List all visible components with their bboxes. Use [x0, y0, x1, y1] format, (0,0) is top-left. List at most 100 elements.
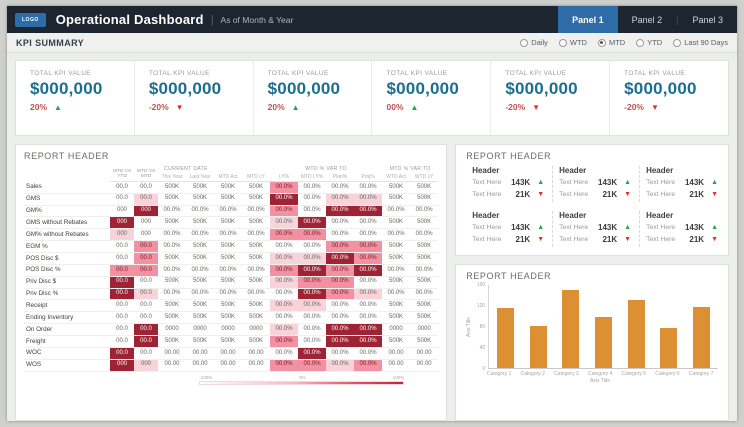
- kpi-change-pct: 00%: [386, 102, 404, 112]
- heatmap-legend-labels: -100% 0% 100%: [199, 375, 404, 380]
- bar-category-7: [693, 307, 711, 368]
- table-cell: 00.0%: [242, 264, 271, 277]
- table-cell: 500K: [410, 252, 439, 265]
- kpi-tile-change: -20% ▼: [149, 102, 239, 112]
- sub-column-header: MTD LY%: [298, 172, 327, 183]
- table-cell: 00.0: [134, 252, 159, 265]
- table-cell: 00.0%: [410, 264, 439, 277]
- filter-label: Last 90 Days: [684, 38, 728, 47]
- table-cell: 00.0: [110, 240, 135, 254]
- table-cell: 00.0%: [270, 288, 299, 301]
- table-cell: 00.0%: [354, 288, 383, 301]
- table-cell: 00.0%: [270, 264, 299, 277]
- table-cell: 00.0%: [354, 359, 383, 372]
- kpi-tile-3: TOTAL KPI VALUE $000,000 20% ▲: [254, 61, 373, 135]
- trend-down-icon: ▼: [537, 236, 545, 243]
- kpi-tile-label: TOTAL KPI VALUE: [624, 70, 686, 77]
- kpi-block-3: Header Text Here 143K ▲ Text Here 21K ▼: [639, 166, 718, 202]
- kpi-tile-2: TOTAL KPI VALUE $000,000 -20% ▼: [135, 61, 254, 135]
- table-cell: 00.0%: [298, 181, 327, 194]
- kpi-block-6: Header Text Here 143K ▲ Text Here 21K ▼: [639, 211, 718, 247]
- trend-up-icon: ▲: [54, 102, 62, 112]
- table-cell: 00.0%: [298, 205, 327, 218]
- trend-up-icon: ▲: [291, 102, 300, 112]
- trend-up-icon: ▲: [711, 224, 718, 231]
- table-cell: 00.0%: [326, 276, 355, 289]
- filter-mtd[interactable]: MTD: [597, 38, 625, 47]
- table-cell: 00.0: [110, 252, 135, 265]
- trend-down-icon: ▼: [624, 191, 632, 198]
- table-cell: 500K: [242, 335, 271, 348]
- table-cell: 500K: [382, 311, 411, 325]
- filter-wtd[interactable]: WTD: [558, 38, 587, 47]
- row-label: Ending Inventory: [24, 311, 111, 325]
- filter-ytd[interactable]: YTD: [636, 38, 662, 47]
- table-cell: 500K: [186, 311, 215, 325]
- table-cell: 0000: [158, 323, 187, 337]
- radio-icon[interactable]: [636, 38, 645, 47]
- kpi-tile-1: TOTAL KPI VALUE $000,000 20% ▲: [16, 61, 135, 135]
- table-cell: 00.0: [110, 299, 135, 313]
- table-cell: 500K: [410, 335, 439, 348]
- sub-column-header: LY%: [270, 172, 299, 183]
- table-cell: 00.0%: [298, 335, 327, 348]
- table-cell: 00.0%: [354, 205, 383, 218]
- trend-down-icon: ▼: [175, 102, 184, 112]
- right-column: REPORT HEADER Header Text Here 143K ▲ Text H…: [455, 144, 729, 421]
- table-cell: 00.0: [134, 288, 159, 301]
- table-cell: 500K: [382, 193, 411, 206]
- row-label: POS Disc %: [24, 264, 111, 277]
- kpi-change-pct: -20%: [148, 102, 169, 112]
- radio-icon[interactable]: [673, 38, 682, 47]
- tab-panel-3[interactable]: Panel 3: [692, 14, 723, 25]
- filter-last-90-days[interactable]: Last 90 Days: [673, 38, 728, 47]
- metric-label: Text Here: [472, 224, 502, 231]
- sub-column-header: Plan%: [326, 172, 355, 183]
- topbar: LOGO Operational Dashboard | As of Month…: [7, 6, 737, 33]
- table-body: Sales 00.0 00.0 500K 500K 500K 500K 00.0% 00.0% 0…: [24, 181, 439, 372]
- table-cell: 00.0%: [354, 252, 383, 265]
- tab-panel-1[interactable]: Panel 1: [558, 6, 618, 33]
- table-row: POS Disc $00.0 00.0 500K 500K 500K 500K 00.0% 0…: [24, 252, 439, 265]
- table-cell: 00.00: [214, 347, 243, 360]
- table-cell: 00.0%: [158, 228, 187, 242]
- table-cell: 500K: [214, 335, 243, 348]
- row-label: Receipt: [24, 299, 111, 313]
- table-cell: 00.0%: [326, 205, 355, 218]
- table-cell: 00.0%: [298, 228, 327, 242]
- radio-icon[interactable]: [520, 38, 529, 47]
- y-tick-label: 80: [479, 324, 486, 330]
- table-cell: 500K: [410, 193, 439, 206]
- table-row: Priv Disc % 00.0 00.0 00.0% 00.0% 00.0% 00.0% 0…: [24, 288, 439, 301]
- app-title: Operational Dashboard: [55, 12, 204, 27]
- trend-down-icon: ▼: [532, 102, 541, 112]
- table-cell: 00.0%: [326, 252, 355, 265]
- kpi-metric-row: Text Here 21K ▼: [646, 235, 718, 244]
- table-row: WOC 00.0 00.0 00.00 00.00 00.00 00.00 00.0% 00.0…: [24, 347, 439, 360]
- x-tick-label: Category 6: [655, 371, 680, 377]
- kpi-tile-6: TOTAL KPI VALUE $000,000 -20% ▼: [610, 61, 728, 135]
- radio-icon[interactable]: [558, 38, 567, 47]
- bar-category-1: [497, 307, 515, 368]
- metric-label: Text Here: [559, 236, 589, 243]
- table-cell: 00.0%: [158, 240, 187, 254]
- metric-label: Text Here: [646, 191, 676, 198]
- table-cell: 00.0%: [354, 181, 383, 194]
- table-cell: 00.0%: [186, 205, 215, 218]
- table-cell: 00.00: [410, 347, 439, 360]
- table-cell: 500K: [186, 240, 215, 254]
- radio-icon[interactable]: [597, 38, 606, 47]
- filter-daily[interactable]: Daily: [520, 38, 548, 47]
- table-cell: 00.0%: [298, 323, 327, 337]
- table-cell: 500K: [242, 181, 271, 194]
- trend-up-icon: ▲: [537, 179, 545, 186]
- row-label: Freight: [24, 335, 111, 348]
- table-cell: 00.0: [110, 181, 135, 194]
- table-cell: 500K: [382, 181, 411, 194]
- tab-panel-2[interactable]: Panel 2: [631, 14, 663, 25]
- y-tick-label: 160: [476, 282, 486, 288]
- table-cell: 500K: [158, 335, 187, 348]
- table-cell: 00.0%: [354, 240, 383, 254]
- table-cell: 00.0%: [298, 288, 327, 301]
- kpi-metric-row: Text Here 21K ▼: [559, 190, 631, 199]
